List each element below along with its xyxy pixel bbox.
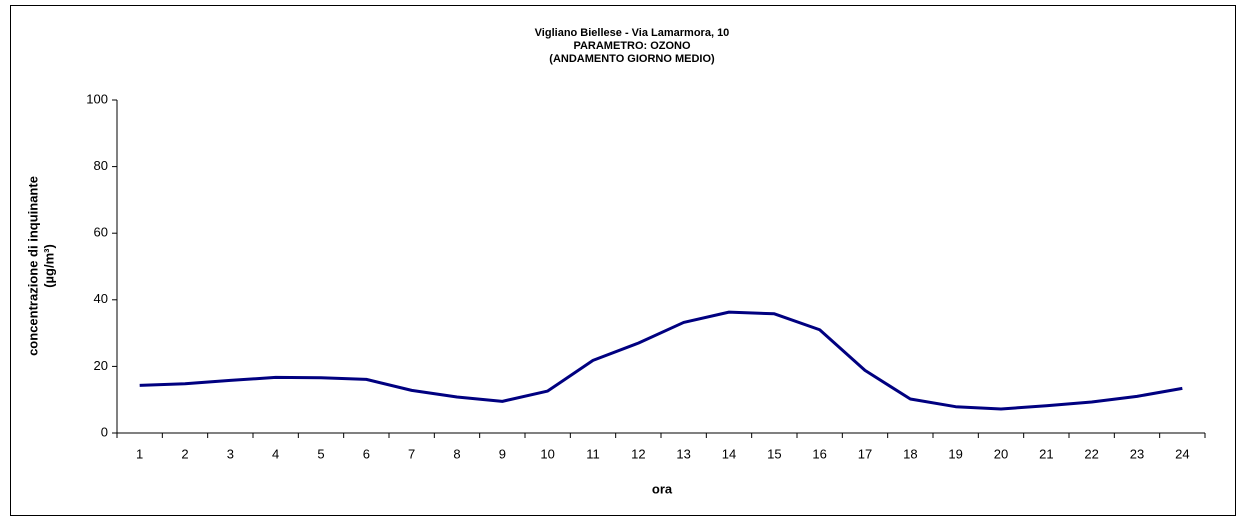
chart-frame	[10, 5, 1236, 516]
y-tick-label: 80	[94, 158, 108, 173]
x-tick-label: 13	[676, 446, 690, 461]
x-tick-label: 1	[136, 446, 143, 461]
y-axis-label: concentrazione di inquinante	[25, 176, 40, 356]
x-tick-label: 15	[767, 446, 781, 461]
x-tick-label: 9	[499, 446, 506, 461]
x-tick-label: 2	[181, 446, 188, 461]
x-tick-label: 19	[948, 446, 962, 461]
x-tick-label: 6	[363, 446, 370, 461]
x-tick-label: 3	[227, 446, 234, 461]
x-tick-label: 14	[722, 446, 736, 461]
y-tick-label: 20	[94, 358, 108, 373]
chart-title: (ANDAMENTO GIORNO MEDIO)	[549, 53, 715, 65]
y-tick-label: 100	[86, 91, 108, 106]
x-tick-label: 16	[812, 446, 826, 461]
x-tick-label: 22	[1084, 446, 1098, 461]
x-tick-label: 20	[994, 446, 1008, 461]
x-tick-label: 11	[586, 446, 600, 461]
y-tick-label: 0	[101, 424, 108, 439]
x-tick-label: 18	[903, 446, 917, 461]
x-tick-label: 5	[317, 446, 324, 461]
x-tick-label: 4	[272, 446, 279, 461]
data-line	[139, 310, 1183, 411]
chart-title: Vigliano Biellese - Via Lamarmora, 10	[535, 27, 730, 39]
x-tick-label: 23	[1130, 446, 1144, 461]
x-tick-label: 7	[408, 446, 415, 461]
y-tick-label: 40	[94, 291, 108, 306]
x-tick-label: 8	[453, 446, 460, 461]
x-tick-label: 12	[631, 446, 645, 461]
y-axis-label: (µg/m³)	[41, 244, 56, 288]
y-tick-label: 60	[94, 225, 108, 240]
x-tick-label: 10	[540, 446, 554, 461]
x-tick-label: 17	[858, 446, 872, 461]
chart-title: PARAMETRO: OZONO	[573, 40, 691, 52]
x-tick-label: 24	[1175, 446, 1189, 461]
x-tick-label: 21	[1039, 446, 1053, 461]
x-axis-label: ora	[652, 481, 673, 496]
